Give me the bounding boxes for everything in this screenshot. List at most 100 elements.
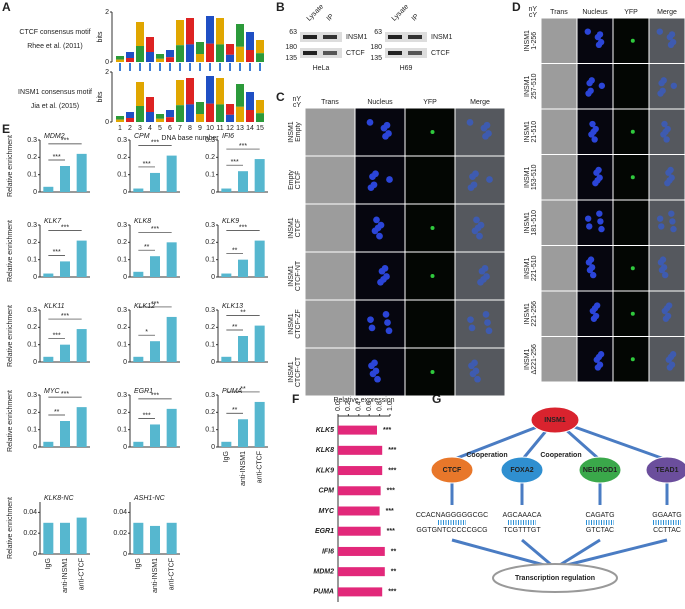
axis-label: Relative enrichment [7,390,14,452]
bar [221,188,232,192]
x-tick-label: 0.0 [335,401,342,411]
y-tick-label: 0.2 [205,324,215,331]
row-label: INSM1 [524,257,531,279]
row-label: INSM1 [288,121,295,143]
logo-letter [226,104,234,115]
panel-letter: A [2,0,11,14]
chart-title: KLK9 [222,218,239,225]
marker: 180 [285,44,297,51]
logo-letter [216,78,224,105]
nucleus [468,324,476,332]
micrograph [405,108,455,156]
logo-letter [206,16,214,44]
logo-letter [196,102,204,114]
bar [254,401,265,447]
row-label: Empty [295,122,302,142]
y-tick-label: 0.1 [27,427,37,434]
micrograph [649,155,685,200]
micrograph [613,200,649,245]
logo-letter [156,58,164,62]
nucleus [486,176,493,183]
logo-letter [156,54,164,59]
bar [338,425,377,435]
band [408,51,422,55]
logo-letter [126,118,134,122]
y-tick-label: 0 [33,551,37,558]
yfp [630,175,635,180]
band [323,51,337,55]
y-tick-label: 0 [123,189,127,196]
tf-node [430,456,474,484]
y-tick-label: 0.3 [27,137,37,144]
base-number: 8 [188,125,192,132]
micrograph [405,300,455,348]
motif-name: INSM1 consensus motif [18,89,92,96]
significance: ** [391,569,397,576]
y-tick-label: 0.1 [205,342,215,349]
y-tick-label: 0.2 [117,324,127,331]
nucleus [469,173,476,180]
column-header: Merge [657,9,677,16]
y-tick-label: 0.3 [117,222,127,229]
x-tick-label: 1.0 [387,401,394,411]
bar [60,344,70,362]
nucleus [586,79,593,87]
yfp [630,357,635,362]
row-label: 153-510 [531,164,538,190]
base-number: 13 [236,125,244,132]
significance: ** [144,244,150,251]
chart-title: KLK8 [134,218,151,225]
tf-node [530,406,580,434]
micrograph [305,252,355,300]
micrograph [577,64,613,109]
nucleus [594,364,602,371]
row-label: CTCF-NT [295,260,302,291]
nucleus [466,119,474,126]
micrograph [541,200,577,245]
nucleus [658,266,666,274]
y-tick-label: 0.3 [205,307,215,314]
row-label: 181-510 [531,210,538,236]
y-tick-label: CPM [318,488,334,495]
micrograph [541,109,577,154]
y-tick-label: MYC [318,508,335,515]
nucleus [658,79,665,87]
blot [385,48,427,58]
significance: *** [151,226,159,233]
nucleus [377,278,384,286]
logo-letter [136,22,144,46]
axis-label: bits [97,31,104,42]
significance: *** [143,412,151,419]
nucleus [668,210,675,217]
y-tick-label: 0.2 [27,154,37,161]
significance: *** [151,393,159,400]
logo-letter [256,113,264,122]
bar [150,341,160,362]
bar [150,424,160,447]
logo-letter [186,104,194,122]
arrow [451,538,556,570]
micrograph [613,64,649,109]
band [303,35,317,39]
nucleus [594,33,602,41]
row-label: Δ221-256 [531,344,538,374]
y-tick-label: 0.3 [205,137,215,144]
micrograph [305,300,355,348]
logo-letter [236,46,244,62]
bar [238,259,248,277]
bar [221,441,232,447]
y-tick-label: 0.3 [117,137,127,144]
y-tick-label: EGR1 [315,528,334,535]
micrograph [541,18,577,63]
micrograph [305,108,355,156]
x-tick-label: IgG [45,558,52,569]
nucleus [376,232,383,240]
row-label: CTCF [295,171,302,190]
y-tick-label: 0 [33,359,37,366]
bar [60,421,70,447]
base-number: 9 [198,125,202,132]
bar [238,419,248,447]
bar [238,336,248,362]
logo-letter [146,52,154,62]
nucleus [368,324,376,332]
